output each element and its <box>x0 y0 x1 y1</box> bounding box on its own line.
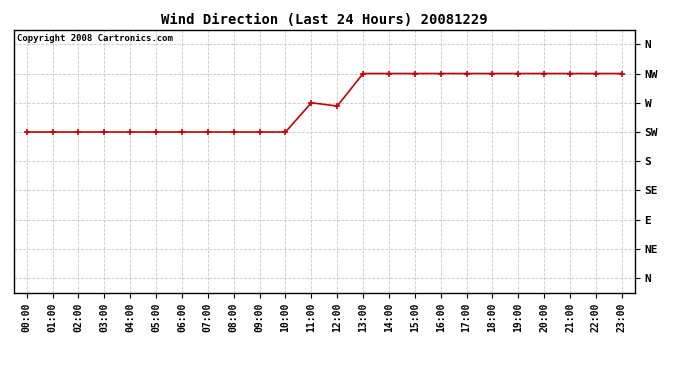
Title: Wind Direction (Last 24 Hours) 20081229: Wind Direction (Last 24 Hours) 20081229 <box>161 13 488 27</box>
Text: Copyright 2008 Cartronics.com: Copyright 2008 Cartronics.com <box>17 34 172 43</box>
